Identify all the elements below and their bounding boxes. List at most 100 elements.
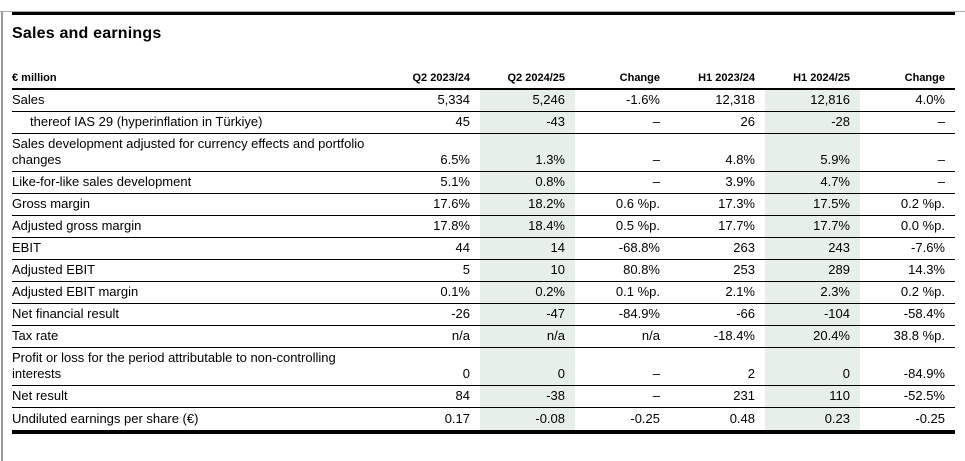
table-row: Like-for-like sales development 5.1% 0.8% –… (12, 171, 955, 194)
cell-value: 5,334 (385, 89, 480, 112)
row-label: Undiluted earnings per share (€) (12, 410, 199, 426)
row-label: Adjusted gross margin (12, 215, 385, 238)
cell-value: 14 (480, 237, 575, 260)
cell-value: 38.8 %p. (860, 325, 955, 348)
cell-value: 17.6% (385, 193, 480, 216)
cell-value: -84.9% (575, 303, 670, 326)
cell-value: – (860, 111, 955, 134)
cell-value: -0.25 (630, 410, 660, 426)
cell-value: -1.6% (575, 89, 670, 112)
cell-value: -47 (480, 303, 575, 326)
cell-value: 12,816 (765, 89, 860, 112)
row-label: thereof IAS 29 (hyperinflation in Türkiy… (12, 111, 385, 134)
section-top-rule (12, 11, 955, 15)
cell-value: 20.4% (765, 325, 860, 348)
cell-value: 4.0% (860, 89, 955, 112)
cell-value: 0.5 %p. (575, 215, 670, 238)
cell-value: 17.5% (765, 193, 860, 216)
cell-value: 0.0 %p. (860, 215, 955, 238)
cell-value: n/a (480, 325, 575, 348)
table-row: Profit or loss for the period attributab… (12, 347, 955, 386)
cell-value: n/a (575, 325, 670, 348)
cell-value: n/a (385, 325, 480, 348)
table-row: thereof IAS 29 (hyperinflation in Türkiy… (12, 111, 955, 134)
column-header-h1-2024-25: H1 2024/25 (765, 72, 860, 90)
table-row: Adjusted EBIT margin 0.1% 0.2% 0.1 %p. 2.1% 2… (12, 281, 955, 304)
cell-value: 80.8% (575, 259, 670, 282)
table-header: € million Q2 2023/24 Q2 2024/25 Change H… (12, 72, 955, 90)
cell-value: 110 (765, 385, 860, 408)
cell-value: 45 (385, 111, 480, 134)
cell-value: 0.8% (480, 171, 575, 194)
page-title: Sales and earnings (12, 25, 162, 42)
table-row: Undiluted earnings per share (€) 0.17 -0.0… (12, 407, 955, 430)
cell-value: – (860, 133, 955, 172)
cell-value: -52.5% (860, 385, 955, 408)
cell-value: 1.3% (480, 133, 575, 172)
sales-and-earnings-table: € million Q2 2023/24 Q2 2024/25 Change H… (12, 72, 955, 430)
cell-value: -7.6% (860, 237, 955, 260)
table-row: Gross margin 17.6% 18.2% 0.6 %p. 17.3% 17.5% 0… (12, 193, 955, 216)
cell-value: 0.1 %p. (575, 281, 670, 304)
row-label: Tax rate (12, 325, 385, 348)
cell-value: -38 (480, 385, 575, 408)
cell-value: 14.3% (860, 259, 955, 282)
unit-label: € million (12, 72, 385, 90)
row-label: Sales development adjusted for currency … (12, 133, 385, 172)
table-row: Net result 84 -38–231 110 -52.5% (12, 385, 955, 408)
cell-value: 6.5% (385, 133, 480, 172)
report-page: Sales and earnings € million Q2 2023/24 … (0, 11, 965, 434)
cell-value: 2 (670, 347, 765, 386)
cell-value: 5,246 (480, 89, 575, 112)
cell-value: 2.3% (765, 281, 860, 304)
cell-value: -84.9% (860, 347, 955, 386)
cell-value: 243 (765, 237, 860, 260)
cell-value: 5.1% (385, 171, 480, 194)
cell-value: 0 (385, 347, 480, 386)
header-row: € million Q2 2023/24 Q2 2024/25 Change H… (12, 72, 955, 90)
cell-value: 4.8% (670, 133, 765, 172)
cell-value: 0.2% (480, 281, 575, 304)
table-row: EBIT 44 14 -68.8% 263 243 -7.6% (12, 237, 955, 260)
cell-value: -0.25 (915, 410, 945, 426)
page-edge-left (1, 11, 3, 461)
cell-value: -26 (385, 303, 480, 326)
cell-value: 0.23 (765, 407, 860, 430)
cell-value: 26 (670, 111, 765, 134)
row-label: Adjusted EBIT (12, 259, 385, 282)
row-label: Gross margin (12, 193, 385, 216)
cell-value: 0.2 %p. (860, 193, 955, 216)
column-header-q2-2024-25: Q2 2024/25 (480, 72, 575, 90)
table-row: Adjusted EBIT 5 10 80.8% 253 289 14.3% (12, 259, 955, 282)
cell-value: 0.48 (729, 410, 755, 426)
cell-value: -58.4% (860, 303, 955, 326)
cell-value: -104 (765, 303, 860, 326)
cell-value: 5.9% (765, 133, 860, 172)
column-header-q2-2023-24: Q2 2023/24 (385, 72, 480, 90)
cell-value: -18.4% (670, 325, 765, 348)
row-label: Sales (12, 89, 385, 112)
cell-value: 263 (670, 237, 765, 260)
cell-value: 18.2% (480, 193, 575, 216)
section-bottom-rule (12, 429, 955, 434)
column-header-change-h1: Change (860, 72, 955, 90)
table-row: Sales development adjusted for currency … (12, 133, 955, 172)
cell-value: 17.8% (385, 215, 480, 238)
row-label: Profit or loss for the period attributab… (12, 347, 385, 386)
cell-value: 253 (670, 259, 765, 282)
cell-value: – (575, 385, 670, 408)
cell-value: 0 (480, 347, 575, 386)
cell-value: 3.9% (670, 171, 765, 194)
cell-value: – (575, 171, 670, 194)
cell-value: 0.6 %p. (575, 193, 670, 216)
cell-value: 0.2 %p. (860, 281, 955, 304)
cell-value: 12,318 (670, 89, 765, 112)
cell-value: -43 (480, 111, 575, 134)
cell-value: -68.8% (575, 237, 670, 260)
table-body: Sales 5,334 5,246 -1.6% 12,318 12,816 4.0% ther… (12, 89, 955, 430)
table-row: Sales 5,334 5,246 -1.6% 12,318 12,816 4.0% (12, 89, 955, 112)
cell-value: -0.08 (480, 407, 575, 430)
row-label: Net result (12, 385, 385, 408)
row-label: Like-for-like sales development (12, 171, 385, 194)
cell-value: 18.4% (480, 215, 575, 238)
